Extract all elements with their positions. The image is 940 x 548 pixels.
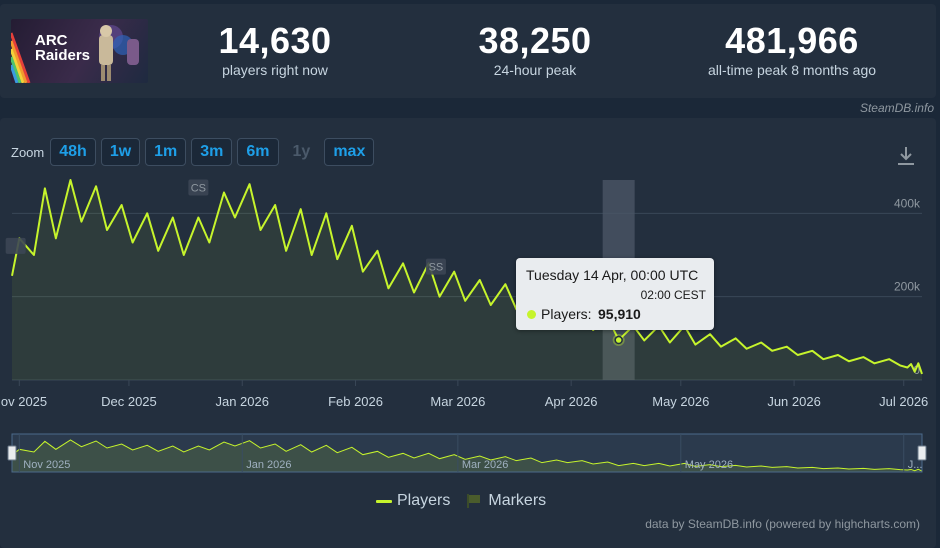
x-tick-label: Dec 2025 xyxy=(101,394,157,409)
event-marker-label: CS xyxy=(191,183,206,195)
stat-label: players right now xyxy=(222,62,328,78)
y-tick-label: 200k xyxy=(894,280,921,294)
zoom-button-48h[interactable]: 48h xyxy=(50,138,96,166)
chart-area[interactable]: 0 200k 400k CS SS Nov 2025 Dec 2025 Jan 2026 Feb… xyxy=(0,118,936,548)
highlight-point xyxy=(614,335,623,345)
zoom-button-max[interactable]: max xyxy=(324,138,375,166)
stat-label: 24-hour peak xyxy=(493,62,577,78)
navigator-area xyxy=(12,440,922,472)
event-marker xyxy=(425,258,446,275)
legend-label: Markers xyxy=(488,492,547,509)
y-tick-label: 400k xyxy=(894,196,921,210)
x-tick-label: Nov 2025 xyxy=(0,394,47,409)
navigator-tick-label: Nov 2025 xyxy=(23,459,70,471)
zoom-bar: Zoom 48h 1w 1m 3m 6m 1y max xyxy=(11,138,379,166)
game-logo-line2: Raiders xyxy=(35,47,91,64)
chart-legend: Players Markers xyxy=(376,492,562,510)
tooltip-date: Tuesday 14 Apr, 00:00 UTC xyxy=(526,267,699,283)
chart-credits[interactable]: data by SteamDB.info (powered by highcha… xyxy=(645,517,920,531)
download-icon[interactable] xyxy=(896,145,916,167)
y-tick-label: 0 xyxy=(913,363,920,377)
legend-item-markers[interactable]: Markers xyxy=(466,492,546,510)
navigator-handle[interactable] xyxy=(7,445,17,461)
navigator-tick-label: May 2026 xyxy=(685,459,733,471)
zoom-button-1y: 1y xyxy=(284,138,320,166)
x-tick-label: Jan 2026 xyxy=(215,394,269,409)
navigator-background xyxy=(12,434,922,472)
zoom-button-1m[interactable]: 1m xyxy=(145,138,187,166)
chart-tooltip: Tuesday 14 Apr, 00:00 UTC 02:00 CEST Pla… xyxy=(516,258,714,330)
x-tick-label: Apr 2026 xyxy=(545,394,598,409)
tooltip-series-name: Players: xyxy=(541,306,592,322)
navigator-tick-label: Mar 2026 xyxy=(462,459,508,471)
x-tick-label: Feb 2026 xyxy=(328,394,383,409)
zoom-button-1w[interactable]: 1w xyxy=(100,138,141,166)
stat-label: all-time peak 8 months ago xyxy=(707,62,877,78)
stat-value: 38,250 xyxy=(478,20,592,61)
stat-current-players: 14,630 players right now xyxy=(190,20,360,79)
series-area-players xyxy=(12,180,922,380)
navigator-tick-label: J... xyxy=(908,459,923,471)
stat-24h-peak: 38,250 24-hour peak xyxy=(450,20,620,79)
legend-label: Players xyxy=(397,492,451,509)
x-tick-label: May 2026 xyxy=(652,394,709,409)
legend-item-players[interactable]: Players xyxy=(376,492,450,510)
series-line-players xyxy=(11,179,923,375)
x-tick-label: Jul 2026 xyxy=(879,394,928,409)
steamdb-watermark: SteamDB.info xyxy=(859,101,934,115)
tooltip-series-dot xyxy=(527,310,536,319)
game-art-graphic xyxy=(11,25,139,83)
game-logo-line1: ARC xyxy=(35,32,68,49)
event-marker xyxy=(188,179,209,196)
stats-panel: ARC Raiders 14,630 players right now 38,… xyxy=(0,4,936,98)
navigator-handle[interactable] xyxy=(917,445,927,461)
stat-all-time-peak: 481,966 all-time peak 8 months ago xyxy=(682,20,902,79)
game-logo-text: ARC Raiders xyxy=(35,33,90,63)
stat-value: 481,966 xyxy=(725,20,859,61)
event-marker xyxy=(5,237,26,254)
event-marker-label: SS xyxy=(429,262,444,274)
legend-line-symbol xyxy=(376,499,392,503)
tooltip-local-time: 02:00 CEST xyxy=(640,288,706,302)
zoom-button-6m[interactable]: 6m xyxy=(237,138,279,166)
tooltip-value: 95,910 xyxy=(598,306,641,322)
navigator-tick-label: Jan 2026 xyxy=(246,459,291,471)
navigator-line xyxy=(11,439,923,472)
x-tick-label: Jun 2026 xyxy=(767,394,821,409)
zoom-button-3m[interactable]: 3m xyxy=(191,138,233,166)
game-capsule-image[interactable]: ARC Raiders xyxy=(11,19,148,83)
stat-value: 14,630 xyxy=(218,20,332,61)
x-tick-label: Mar 2026 xyxy=(430,394,485,409)
zoom-label: Zoom xyxy=(11,144,45,160)
flag-icon xyxy=(467,494,481,508)
chart-panel: 0 200k 400k CS SS Nov 2025 Dec 2025 Jan 2026 Feb… xyxy=(0,118,936,548)
